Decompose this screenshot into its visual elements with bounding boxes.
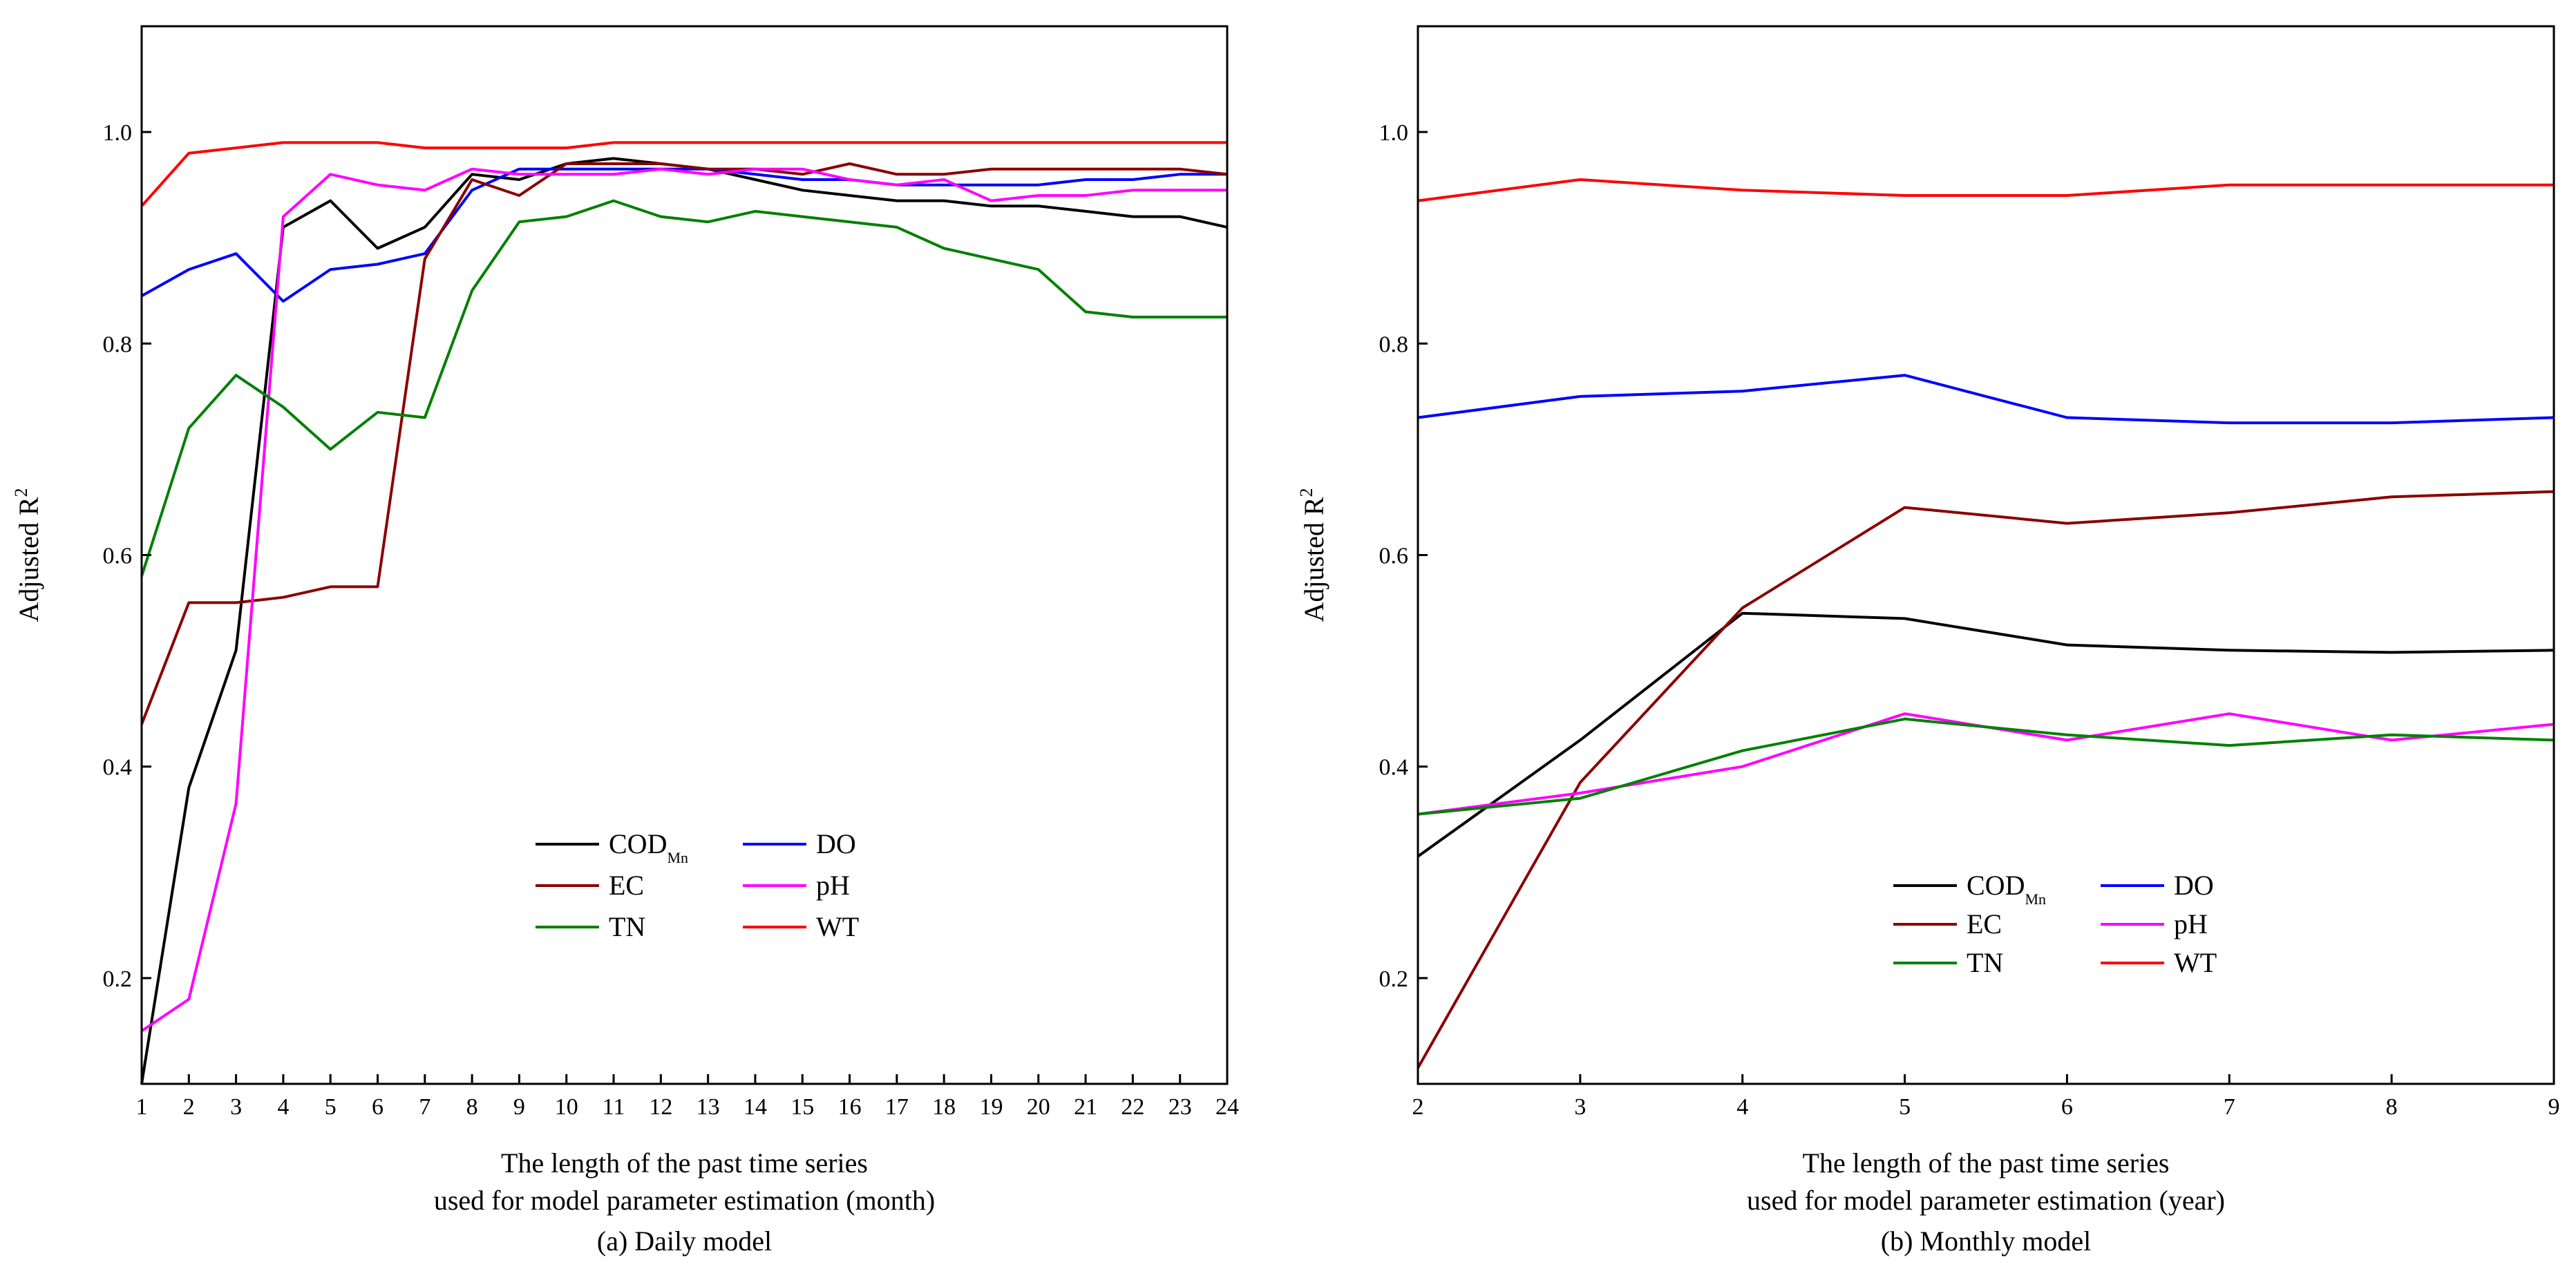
legend-label-text: WT [2174,947,2217,978]
legend-b: CODMn DO EC pH TN WT [1893,870,2217,978]
series-line-do-a [141,167,1227,303]
x-tick-label-b: 2 [1412,1094,1424,1120]
x-tick-label-b: 8 [2386,1094,2398,1120]
legend-label-text: COD [609,828,667,859]
x-axis-title-line-b: used for model parameter estimation (yea… [1747,1185,2225,1216]
x-tick-label-a: 3 [230,1094,242,1120]
x-tick-label-a: 24 [1215,1094,1239,1120]
legend-label-tn-b: TN [1967,947,2003,978]
y-tick-label-b: 0.2 [1379,966,1409,992]
x-tick-label-a: 10 [555,1094,578,1120]
x-tick-label-a: 18 [932,1094,956,1120]
panel-caption-b: (b) Monthly model [1881,1225,2091,1257]
x-tick-label-a: 20 [1027,1094,1050,1120]
x-tick-label-a: 9 [513,1094,525,1120]
y-axis-title-superscript: 2 [1296,488,1316,497]
legend-label-text: COD [1967,870,2025,901]
x-tick-label-a: 13 [697,1094,720,1120]
legend-a: CODMn DO EC pH TN WT [536,828,859,942]
legend-label-text: WT [816,911,859,942]
y-tick-label-a: 0.6 [103,544,133,569]
x-tick-label-a: 16 [838,1094,862,1120]
x-tick-label-a: 8 [466,1094,478,1120]
legend-label-text: DO [2174,870,2214,901]
legend-label-subscript: Mn [2025,890,2046,908]
y-tick-label-a: 0.2 [103,966,133,992]
x-tick-label-b: 7 [2224,1094,2235,1120]
x-tick-label-a: 1 [136,1094,148,1120]
x-tick-label-a: 21 [1074,1094,1097,1120]
legend-label-text: DO [816,828,856,859]
y-tick-label-b: 0.6 [1379,544,1409,569]
y-axis-title-superscript: 2 [11,488,31,497]
x-tick-label-b: 4 [1736,1094,1748,1120]
legend-label-codmn-a: CODMn [609,828,688,866]
x-tick-label-a: 19 [979,1094,1003,1120]
series-line-tn-b [1417,717,2555,816]
legend-label-text: pH [816,870,850,901]
x-tick-label-a: 23 [1168,1094,1192,1120]
y-tick-label-a: 0.8 [103,332,133,357]
x-tick-label-b: 9 [2548,1094,2560,1120]
x-axis-title-line-b: The length of the past time series [1803,1147,2170,1179]
legend-label-ec-a: EC [609,870,644,901]
y-tick-label-a: 0.4 [103,755,133,781]
legend-label-text: TN [609,911,645,942]
x-tick-label-a: 6 [372,1094,383,1120]
x-tick-label-a: 17 [885,1094,909,1120]
x-tick-label-a: 15 [790,1094,814,1120]
series-line-wt-b [1417,178,2554,202]
x-tick-label-b: 3 [1574,1094,1586,1120]
legend-label-wt-a: WT [816,911,859,942]
y-axis-title-text: Adjusted R [1298,497,1329,622]
x-tick-label-a: 12 [649,1094,672,1120]
x-tick-label-a: 2 [183,1094,195,1120]
series-line-ec-b [1417,490,2555,1069]
y-tick-label-b: 1.0 [1379,120,1409,146]
x-axis-title-line-a: used for model parameter estimation (mon… [434,1185,935,1216]
legend-label-text: EC [609,870,644,901]
series-line-ec-a [140,162,1228,725]
legend-label-text: EC [1967,908,2002,939]
x-tick-label-a: 7 [419,1094,430,1120]
legend-label-wt-b: WT [2174,947,2217,978]
series-line-ph-a [140,167,1227,1033]
y-axis-title-text: Adjusted R [13,497,44,622]
x-axis-title-line-a: The length of the past time series [501,1147,868,1179]
y-tick-label-b: 0.8 [1379,332,1409,357]
x-tick-label-a: 5 [325,1094,337,1120]
series-line-ph-b [1417,712,2555,816]
legend-label-ph-a: pH [816,870,850,901]
y-tick-label-b: 0.4 [1379,755,1409,781]
legend-label-text: TN [1967,947,2003,978]
y-axis-title-a: Adjusted R2 [11,488,44,622]
legend-label-ec-b: EC [1967,908,2002,939]
legend-label-tn-a: TN [609,911,645,942]
chart-daily-model: 1 2 3 4 5 6 7 8 9 10 11 12 13 14 15 16 17 18 19 20 21 22 23 240… [11,25,1239,1257]
legend-label-subscript: Mn [667,849,688,866]
x-tick-label-a: 11 [603,1094,625,1120]
legend-label-ph-b: pH [2174,908,2208,939]
legend-label-do-a: DO [816,828,856,859]
x-tick-label-a: 22 [1121,1094,1144,1120]
x-tick-label-a: 4 [277,1094,289,1120]
series-line-codmn-a [140,157,1228,1085]
x-tick-label-a: 14 [744,1094,767,1120]
x-tick-label-b: 6 [2061,1094,2073,1120]
series-line-wt-a [140,141,1227,207]
plot-frame-a [140,25,1229,1085]
legend-label-codmn-b: CODMn [1967,870,2046,908]
series-line-tn-a [140,199,1227,577]
series-line-do-b [1417,374,2555,425]
series-line-codmn-b [1417,611,2555,858]
panel-caption-a: (a) Daily model [597,1225,772,1257]
y-axis-title-b: Adjusted R2 [1296,488,1329,622]
legend-label-do-b: DO [2174,870,2214,901]
x-tick-label-b: 5 [1899,1094,1911,1120]
legend-label-text: pH [2174,908,2208,939]
y-tick-label-a: 1.0 [103,120,133,146]
